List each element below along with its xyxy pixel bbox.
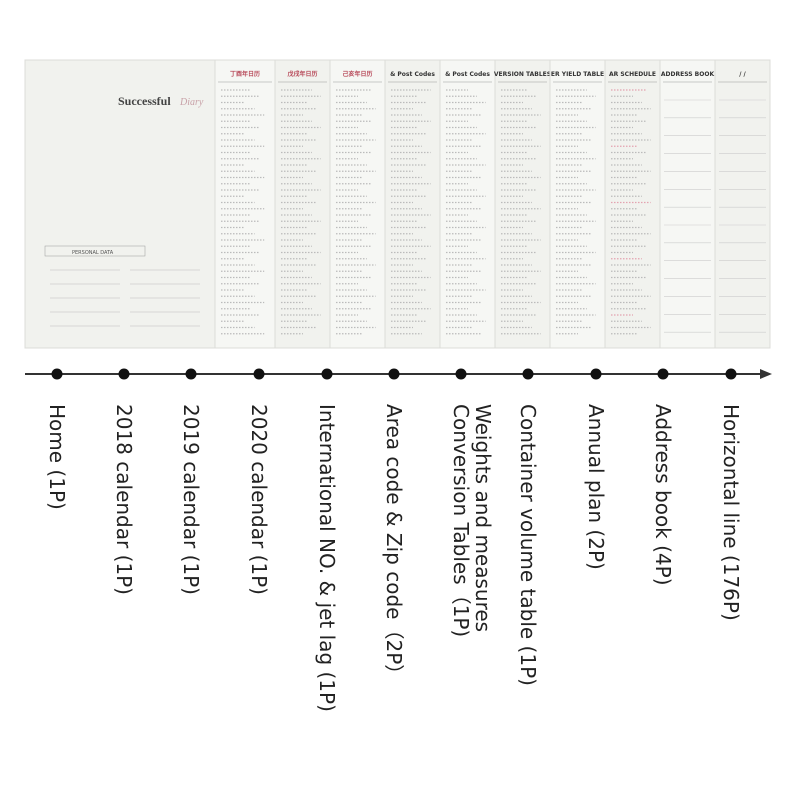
timeline-dot [522,368,534,380]
label-line: 2018 calendar (1P) [112,404,136,595]
home-subtitle: Diary [179,97,204,108]
page [329,59,386,349]
timeline-arrow [760,369,772,379]
timeline-dot [321,368,333,380]
page [384,59,441,349]
timeline-label: Home (1P) [45,404,69,510]
timeline-label: International NO. & jet lag (1P) [315,404,339,712]
timeline-dot [118,368,130,380]
page [24,59,216,349]
timeline-dot [455,368,467,380]
timeline-dot [725,368,737,380]
label-line: Address book (4P) [651,404,675,586]
page [659,59,716,349]
timeline-dot [657,368,669,380]
label-line: Weights and measures [471,404,495,633]
page-title: ER YIELD TABLE [551,71,604,78]
page [714,59,771,349]
page-title: 己亥年日历 [342,70,372,78]
home-title: Successful [118,94,171,108]
timeline-label: 2020 calendar (1P) [247,404,271,595]
page [549,59,606,349]
page-title: AR SCHEDULE [609,71,656,78]
page-title: & Post Codes [390,71,435,78]
timeline-label: Annual plan (2P) [584,404,608,570]
timeline-label: Address book (4P) [651,404,675,586]
label-line: Home (1P) [45,404,69,510]
timeline-label: Area code & Zip code（2P） [382,404,406,685]
page [214,59,276,349]
timeline-label: Horizontal line (176P) [719,404,743,621]
page-title: 戊戌年日历 [286,70,317,78]
timeline-label: Weights and measures Conversion Tables（1P… [449,404,495,638]
home-section: PERSONAL DATA [72,250,114,256]
label-line: Area code & Zip code（2P） [382,404,406,685]
label-line: 2019 calendar (1P) [179,404,203,595]
timeline-dot [590,368,602,380]
label-line: Horizontal line (176P) [719,404,743,621]
label-line: Conversion Tables（1P) [449,404,473,638]
timeline-label: 2019 calendar (1P) [179,404,203,595]
page [604,59,661,349]
timeline-label: Container volume table (1P) [516,404,540,686]
timeline-dot [51,368,63,380]
page-title: VERSION TABLES [494,71,551,78]
page-title: / / [739,71,746,78]
page [439,59,496,349]
label-line: International NO. & jet lag (1P) [315,404,339,712]
label-line: 2020 calendar (1P) [247,404,271,595]
page-title: 丁酉年日历 [230,70,260,78]
label-line: Container volume table (1P) [516,404,540,686]
timeline-dot [185,368,197,380]
page [274,59,331,349]
page [494,59,551,349]
timeline-dot [388,368,400,380]
page-title: & Post Codes [445,71,490,78]
label-line: Annual plan (2P) [584,404,608,570]
timeline-dot [253,368,265,380]
timeline-label: 2018 calendar (1P) [112,404,136,595]
page-title: ADDRESS BOOK [661,71,715,78]
section-box [44,245,146,257]
